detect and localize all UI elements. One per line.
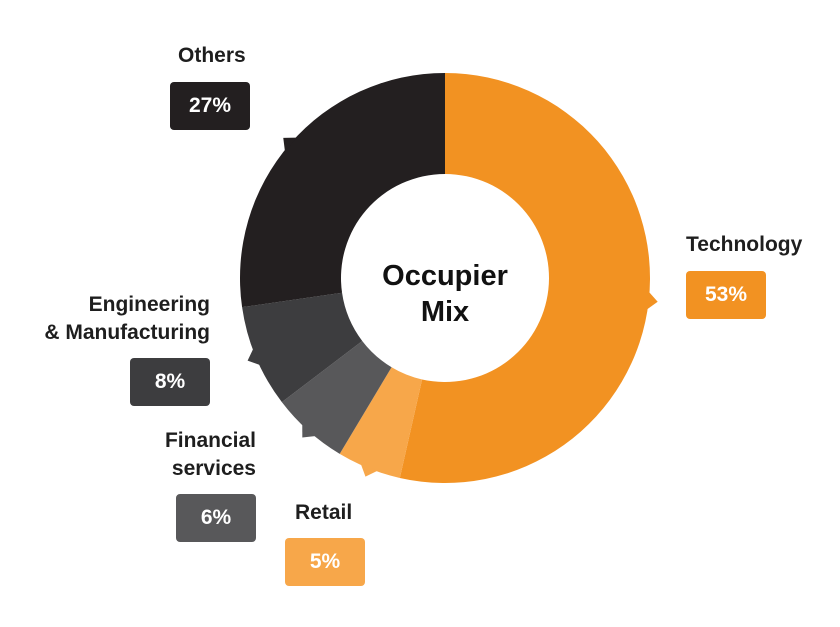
badge-others: 27% (170, 82, 250, 130)
pointer-technology (646, 291, 658, 310)
center-title-line-2: Mix (420, 296, 470, 328)
pointer-retail (360, 463, 378, 477)
slice-technology (399, 73, 651, 484)
label-technology: Technology (686, 233, 803, 256)
slice-engineering-manufacturing (242, 292, 363, 403)
label-retail: Retail (295, 501, 353, 524)
slice-others (240, 73, 445, 308)
pointer-engineering-manufacturing (247, 348, 261, 366)
center-title-line-1: Occupier (382, 260, 508, 292)
pointer-others (283, 137, 297, 152)
label-engineering-manufacturing: Engineering & Manufacturing (44, 293, 210, 344)
pointer-financial-services (302, 423, 316, 438)
slice-retail (339, 367, 423, 478)
badge-technology: 53% (686, 271, 766, 319)
label-others: Others (178, 44, 246, 67)
label-financial-services: Financial services (164, 429, 256, 480)
slice-financial-services (281, 340, 392, 454)
badge-financial-services: 6% (176, 494, 256, 542)
badge-retail: 5% (285, 538, 365, 586)
badge-engineering-manufacturing: 8% (130, 358, 210, 406)
chart-center-title: Occupier Mix (345, 258, 545, 330)
